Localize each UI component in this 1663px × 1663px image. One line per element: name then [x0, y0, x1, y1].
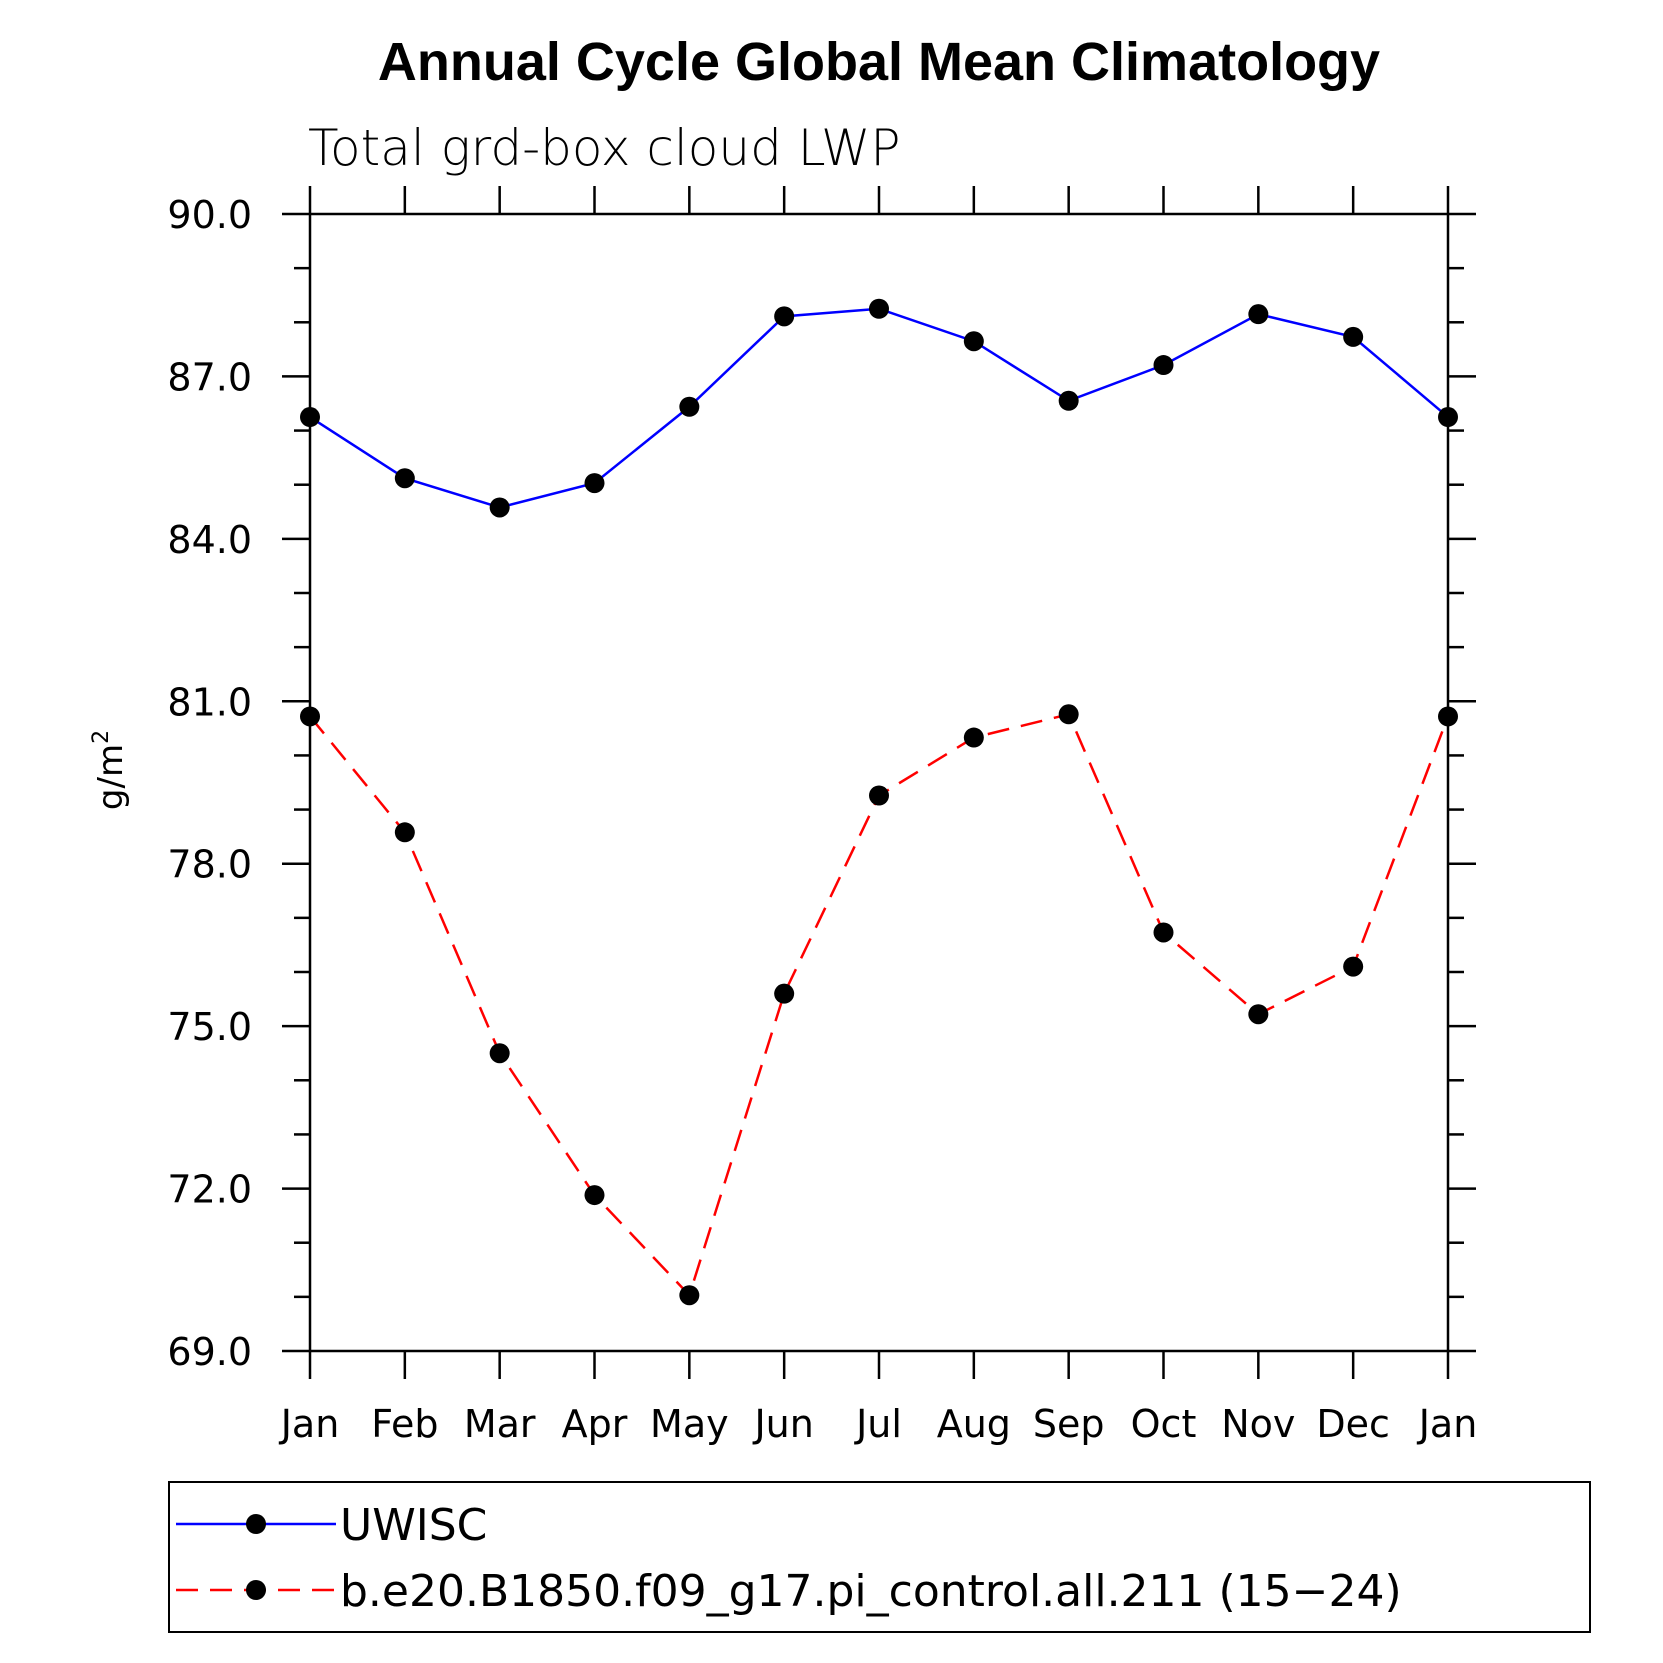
data-point [1248, 1004, 1269, 1025]
data-point [1438, 706, 1458, 727]
y-tick-label: 90.0 [167, 193, 252, 237]
legend-label: b.e20.B1850.f09_g17.pi_control.all.211 (… [340, 1566, 1402, 1617]
y-tick-label: 78.0 [167, 843, 252, 887]
data-point [394, 822, 415, 843]
data-point [489, 497, 510, 518]
plot-axes [308, 212, 1450, 1353]
data-point [1058, 704, 1079, 725]
x-tick-label: Mar [464, 1402, 536, 1446]
y-tick-labels: 69.0 72.0 75.0 78.0 81.0 84.0 87.0 90.0 [167, 193, 252, 1374]
series-line [309, 307, 1449, 509]
legend-marker [246, 1514, 266, 1534]
x-tick-label: Jan [279, 1402, 340, 1446]
y-tick-label: 84.0 [167, 518, 252, 562]
y-tick-label: 72.0 [167, 1168, 252, 1212]
data-point [1438, 407, 1458, 428]
legend: UWISC b.e20.B1850.f09_g17.pi_control.all.… [168, 1481, 1591, 1633]
data-point [1153, 922, 1174, 943]
x-tick-label: Feb [371, 1402, 438, 1446]
x-tick-label: Aug [937, 1402, 1011, 1446]
x-tick-label: Nov [1221, 1402, 1295, 1446]
data-point [1248, 304, 1269, 325]
chart-title: Annual Cycle Global Mean Climatology [378, 32, 1380, 92]
x-tick-label: Jun [752, 1402, 813, 1446]
data-point [394, 468, 415, 489]
data-point [489, 1043, 510, 1064]
data-point [1343, 326, 1364, 347]
x-tick-label: May [650, 1402, 729, 1446]
plot-frame [308, 212, 1450, 1353]
x-tick-labels: Jan Feb Mar Apr May Jun Jul Aug Sep Oct Nov Dec Jan [279, 1402, 1478, 1446]
y-tick-label: 75.0 [167, 1005, 252, 1049]
data-point [679, 1285, 700, 1306]
data-point [869, 785, 889, 806]
data-point [869, 298, 889, 319]
legend-box [168, 1481, 1591, 1633]
legend-item-2: b.e20.B1850.f09_g17.pi_control.all.211 (… [176, 1566, 1402, 1617]
data-point [1343, 956, 1364, 977]
x-tick-label: Apr [562, 1402, 628, 1446]
data-point [679, 396, 700, 417]
data-point [774, 983, 795, 1004]
y-tick-label: 81.0 [167, 680, 252, 724]
x-tick-label: Oct [1131, 1402, 1197, 1446]
series-1 [300, 298, 1458, 518]
y-tick-label: 87.0 [167, 355, 252, 399]
data-point [1058, 390, 1079, 411]
data-point [774, 306, 795, 327]
data-point [1153, 355, 1174, 376]
data-point [963, 331, 984, 352]
chart-subtitle: Total grd-box cloud LWP [308, 119, 901, 177]
data-point [300, 706, 320, 727]
data-point [584, 473, 605, 494]
series-2 [300, 704, 1458, 1306]
x-tick-label: Jan [1417, 1402, 1478, 1446]
x-tick-label: Jul [854, 1402, 902, 1446]
x-tick-label: Sep [1033, 1402, 1105, 1446]
y-axis-label-superscript: 2 [89, 730, 114, 744]
x-tick-label: Dec [1316, 1402, 1390, 1446]
data-point [300, 407, 320, 428]
data-point [963, 727, 984, 748]
data-series [300, 298, 1458, 1306]
legend-label: UWISC [340, 1500, 487, 1551]
axis-ticks [282, 186, 1476, 1379]
data-point [584, 1185, 605, 1206]
y-tick-label: 69.0 [167, 1330, 252, 1374]
legend-item-1: UWISC [176, 1500, 487, 1551]
legend-marker [246, 1580, 266, 1600]
y-axis-label: g/m2 [89, 730, 131, 810]
